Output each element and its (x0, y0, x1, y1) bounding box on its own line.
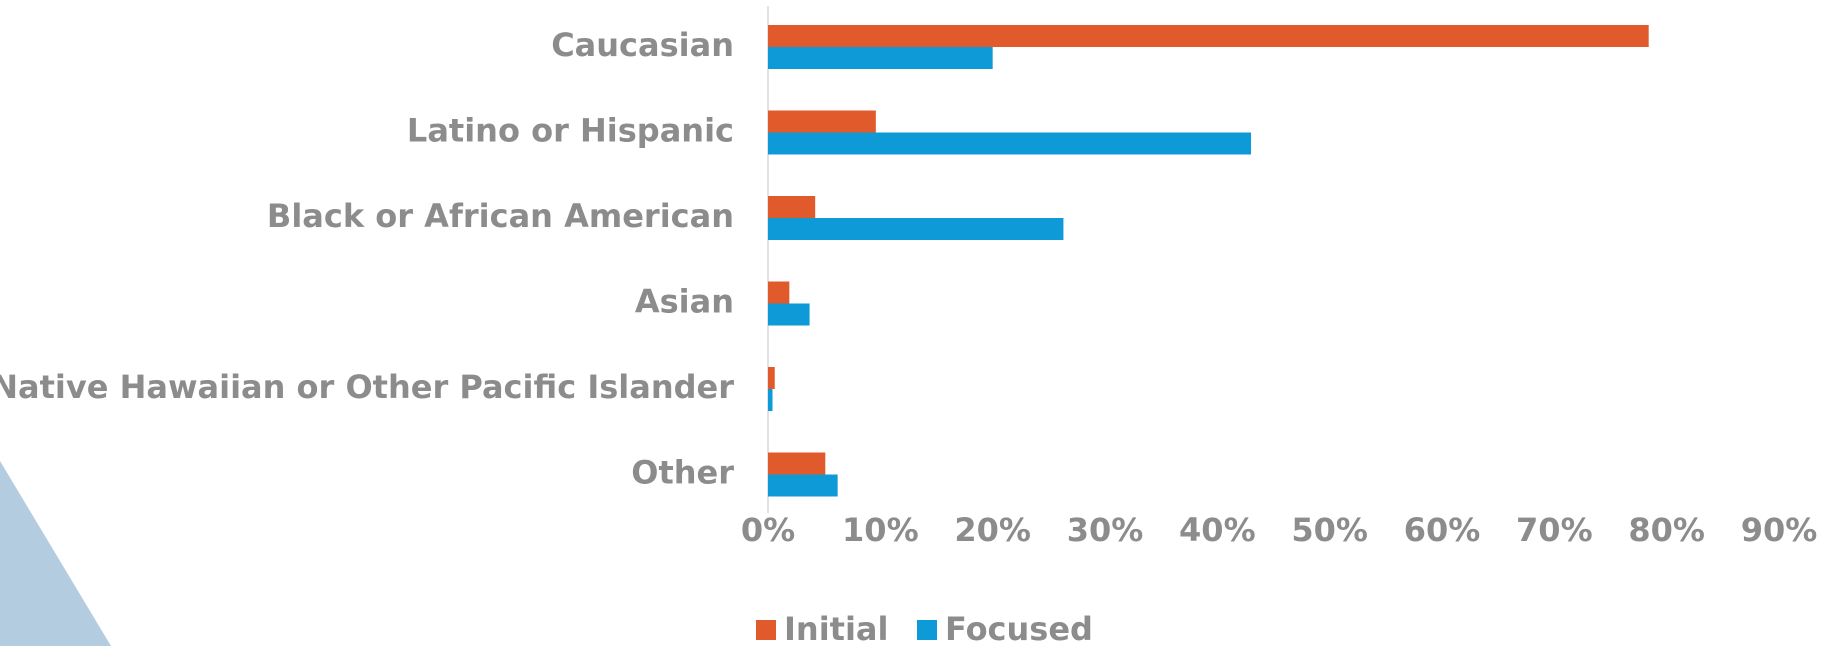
y-tick-label: Native Hawaiian or Other Pacific Islande… (0, 368, 734, 406)
x-tick-label: 90% (1741, 511, 1818, 549)
x-tick-label: 70% (1516, 511, 1593, 549)
bar (768, 303, 810, 326)
x-tick-label: 80% (1628, 511, 1705, 549)
bar (768, 132, 1252, 155)
y-tick-label: Black or African American (267, 197, 734, 235)
x-tick-label: 60% (1404, 511, 1481, 549)
legend-swatch (917, 620, 937, 640)
legend-swatch (756, 620, 776, 640)
bar (768, 367, 775, 389)
legend-label: Focused (945, 610, 1093, 646)
y-tick-label: Caucasian (551, 26, 734, 64)
bar (768, 196, 816, 218)
bar (768, 47, 993, 69)
bar (768, 110, 876, 133)
bar (768, 452, 826, 475)
x-tick-label: 40% (1179, 511, 1256, 549)
legend-label: Initial (784, 610, 888, 646)
x-tick-label: 0% (741, 511, 795, 549)
x-tick-label: 20% (954, 511, 1031, 549)
x-tick-label: 30% (1067, 511, 1144, 549)
y-tick-label: Asian (635, 283, 734, 321)
y-tick-label: Latino or Hispanic (407, 112, 734, 150)
y-tick-label: Other (631, 454, 734, 492)
decoration (0, 461, 111, 646)
bar (768, 218, 1064, 240)
x-tick-label: 10% (842, 511, 919, 549)
bar (768, 281, 790, 304)
bar (768, 474, 838, 497)
bar (768, 25, 1649, 47)
x-tick-label: 50% (1291, 511, 1368, 549)
bar (768, 389, 773, 411)
